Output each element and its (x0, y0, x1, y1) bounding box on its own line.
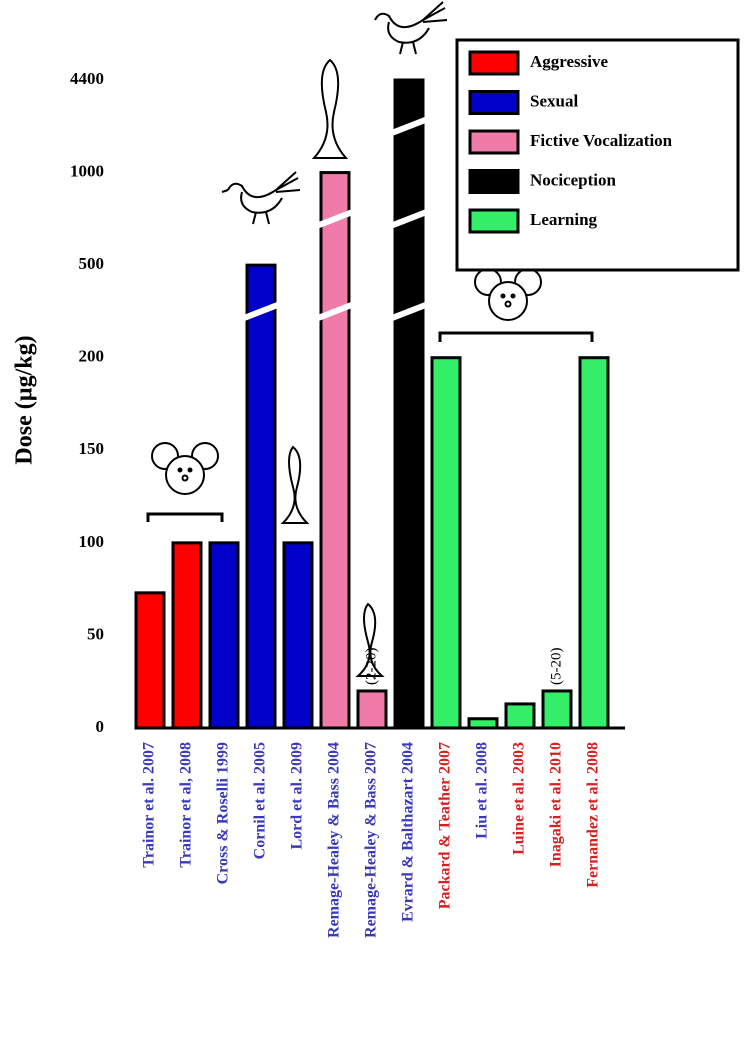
x-tick-label: Lord et al. 2009 (289, 742, 306, 850)
fish-icon (355, 602, 385, 677)
bar (319, 171, 351, 730)
x-tick-label: Cornil et al. 2005 (252, 742, 269, 859)
bar (282, 541, 314, 730)
legend-label: Fictive Vocalization (530, 131, 673, 150)
axis-break (315, 301, 355, 322)
y-tick-label: 0 (96, 717, 105, 736)
legend-label: Nociception (530, 170, 616, 189)
legend-swatch (468, 129, 520, 155)
x-tick-label: Luine et al. 2003 (511, 742, 528, 855)
bar (541, 689, 573, 730)
fish-icon (280, 445, 310, 524)
x-tick-label: Trainor et al. 2007 (141, 742, 158, 868)
legend-swatch (468, 208, 520, 234)
legend-label: Sexual (530, 91, 578, 110)
bar (356, 689, 388, 730)
y-axis-label: Dose (µg/kg) (12, 335, 38, 464)
axis-break (241, 301, 281, 322)
axis-break (389, 209, 429, 229)
axis-break (110, 209, 136, 229)
x-tick-label: Packard & Teather 2007 (437, 742, 454, 909)
x-tick-label: Inagaki et al. 2010 (548, 742, 565, 867)
bar (430, 356, 462, 730)
x-tick-label: Remage-Healey & Bass 2004 (326, 742, 343, 938)
legend-swatch (468, 90, 520, 115)
legend-swatch (468, 50, 520, 76)
bar (245, 263, 277, 730)
mouse-icon (474, 268, 542, 321)
y-tick-label: 200 (79, 347, 105, 366)
legend-swatch (468, 169, 520, 194)
y-tick-label: 500 (79, 254, 105, 273)
bird-icon (221, 171, 301, 225)
y-tick-label: 100 (79, 532, 105, 551)
x-tick-label: Evrard & Balthazart 2004 (400, 742, 417, 922)
x-tick-label: Fernandez et al. 2008 (585, 742, 602, 888)
bar (171, 541, 203, 730)
fish-icon (311, 58, 349, 159)
x-tick-label: Remage-Healey & Bass 2007 (363, 742, 380, 938)
brackets (146, 331, 594, 522)
bracket (146, 512, 224, 522)
axis-break (110, 116, 136, 136)
axis-break (110, 301, 136, 321)
bar (504, 702, 536, 730)
x-tick-label: Trainor et al, 2008 (178, 742, 195, 868)
y-tick-label: 1000 (70, 161, 104, 180)
y-tick-label: 150 (79, 439, 105, 458)
legend-label: Aggressive (530, 52, 609, 71)
bar (134, 591, 166, 730)
bar (208, 541, 240, 730)
legend-label: Learning (530, 210, 598, 229)
bird-icon (374, 1, 448, 55)
y-tick-label: 50 (87, 624, 104, 643)
axis-break (315, 209, 355, 229)
bar (578, 356, 610, 730)
x-tick-label: Cross & Roselli 1999 (215, 742, 232, 884)
bar (393, 78, 425, 730)
y-tick-label: 4400 (70, 69, 104, 88)
annotation: (5-20) (548, 647, 564, 685)
x-tick-label: Liu et al. 2008 (474, 742, 491, 839)
bracket (438, 331, 594, 342)
mouse-icon (151, 442, 219, 495)
annotation: (2-20) (363, 647, 379, 685)
axis-break (389, 301, 429, 322)
axis-break (389, 116, 429, 137)
icons (151, 1, 542, 677)
